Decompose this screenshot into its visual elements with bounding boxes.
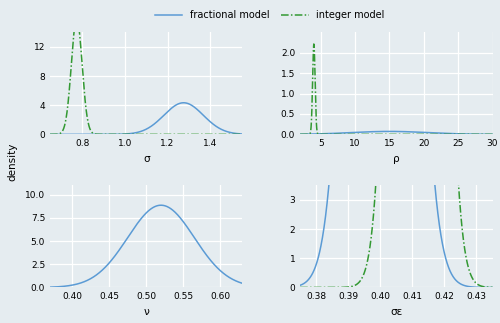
Text: density: density <box>8 142 18 181</box>
X-axis label: ρ: ρ <box>393 154 400 164</box>
Legend: fractional model, integer model: fractional model, integer model <box>152 6 388 24</box>
X-axis label: σε: σε <box>390 307 402 317</box>
X-axis label: σ: σ <box>143 154 150 164</box>
X-axis label: ν: ν <box>144 307 149 317</box>
